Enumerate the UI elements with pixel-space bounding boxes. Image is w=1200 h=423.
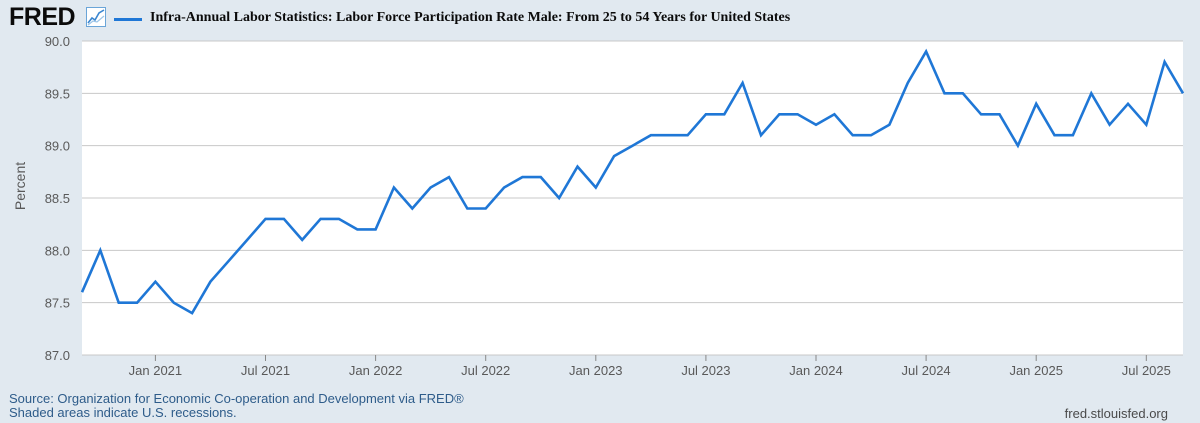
data-point[interactable] xyxy=(630,143,636,149)
y-tick-label: 89.5 xyxy=(45,86,70,101)
data-point[interactable] xyxy=(831,111,837,117)
data-point[interactable] xyxy=(79,289,85,295)
data-point[interactable] xyxy=(1162,59,1168,65)
data-point[interactable] xyxy=(813,122,819,128)
x-tick-label: Jan 2023 xyxy=(569,363,623,378)
data-point[interactable] xyxy=(611,153,617,159)
data-point[interactable] xyxy=(575,164,581,170)
x-tick-label: Jan 2021 xyxy=(129,363,183,378)
data-point[interactable] xyxy=(446,174,452,180)
data-point[interactable] xyxy=(464,206,470,212)
data-point[interactable] xyxy=(923,49,929,55)
data-point[interactable] xyxy=(336,216,342,222)
data-point[interactable] xyxy=(1088,90,1094,96)
data-point[interactable] xyxy=(428,185,434,191)
y-tick-label: 88.0 xyxy=(45,243,70,258)
x-tick-label: Jul 2024 xyxy=(902,363,951,378)
data-point[interactable] xyxy=(538,174,544,180)
data-point[interactable] xyxy=(189,310,195,316)
data-point[interactable] xyxy=(868,132,874,138)
legend-series-label[interactable]: Infra-Annual Labor Statistics: Labor For… xyxy=(150,10,791,25)
data-point[interactable] xyxy=(207,279,213,285)
source-text[interactable]: Source: Organization for Economic Co-ope… xyxy=(9,391,464,406)
data-point[interactable] xyxy=(978,111,984,117)
data-point[interactable] xyxy=(1015,143,1021,149)
data-point[interactable] xyxy=(1052,132,1058,138)
data-point[interactable] xyxy=(1107,122,1113,128)
x-tick-label: Jan 2024 xyxy=(789,363,843,378)
fred-logo[interactable]: FRED xyxy=(9,3,76,31)
data-point[interactable] xyxy=(483,206,489,212)
data-point[interactable] xyxy=(776,111,782,117)
data-point[interactable] xyxy=(703,111,709,117)
data-point[interactable] xyxy=(318,216,324,222)
data-point[interactable] xyxy=(263,216,269,222)
y-tick-label: 87.5 xyxy=(45,296,70,311)
x-tick-label: Jul 2021 xyxy=(241,363,290,378)
data-point[interactable] xyxy=(740,80,746,86)
y-tick-label: 87.0 xyxy=(45,348,70,363)
data-point[interactable] xyxy=(152,279,158,285)
data-point[interactable] xyxy=(1180,90,1186,96)
data-point[interactable] xyxy=(850,132,856,138)
data-point[interactable] xyxy=(134,300,140,306)
data-point[interactable] xyxy=(648,132,654,138)
data-point[interactable] xyxy=(1033,101,1039,107)
x-tick-label: Jul 2022 xyxy=(461,363,510,378)
data-point[interactable] xyxy=(116,300,122,306)
data-point[interactable] xyxy=(501,185,507,191)
data-point[interactable] xyxy=(299,237,305,243)
y-tick-label: 88.5 xyxy=(45,191,70,206)
data-point[interactable] xyxy=(886,122,892,128)
y-tick-label: 89.0 xyxy=(45,139,70,154)
data-point[interactable] xyxy=(556,195,562,201)
data-point[interactable] xyxy=(391,185,397,191)
recession-note: Shaded areas indicate U.S. recessions. xyxy=(9,405,237,420)
data-point[interactable] xyxy=(721,111,727,117)
data-point[interactable] xyxy=(409,206,415,212)
series-line xyxy=(80,48,1185,315)
line-chart: 87.0 87.5 88.0 88.5 89.0 89.5 90.0 Jan 2021 Jul… xyxy=(45,34,1186,378)
data-point[interactable] xyxy=(960,90,966,96)
data-point[interactable] xyxy=(171,300,177,306)
data-point[interactable] xyxy=(97,247,103,253)
data-point[interactable] xyxy=(519,174,525,180)
data-point[interactable] xyxy=(226,258,232,264)
data-point[interactable] xyxy=(758,132,764,138)
x-tick-label: Jan 2025 xyxy=(1009,363,1063,378)
data-point[interactable] xyxy=(281,216,287,222)
data-point[interactable] xyxy=(593,185,599,191)
data-point[interactable] xyxy=(373,226,379,232)
x-tick-label: Jul 2025 xyxy=(1122,363,1171,378)
data-point[interactable] xyxy=(1070,132,1076,138)
data-point[interactable] xyxy=(666,132,672,138)
data-point[interactable] xyxy=(354,226,360,232)
x-tick-label: Jul 2023 xyxy=(681,363,730,378)
chart-trend-icon xyxy=(86,7,106,27)
footer-text: Source: Organization for Economic Co-ope… xyxy=(9,392,464,420)
data-point[interactable] xyxy=(685,132,691,138)
data-point[interactable] xyxy=(795,111,801,117)
site-url[interactable]: fred.stlouisfed.org xyxy=(1064,406,1168,421)
data-point[interactable] xyxy=(905,80,911,86)
data-point[interactable] xyxy=(942,90,948,96)
data-point[interactable] xyxy=(1143,122,1149,128)
data-point[interactable] xyxy=(997,111,1003,117)
data-point[interactable] xyxy=(244,237,250,243)
legend-series-swatch xyxy=(114,18,142,21)
data-point[interactable] xyxy=(1125,101,1131,107)
y-tick-label: 90.0 xyxy=(45,34,70,49)
x-tick-label: Jan 2022 xyxy=(349,363,403,378)
